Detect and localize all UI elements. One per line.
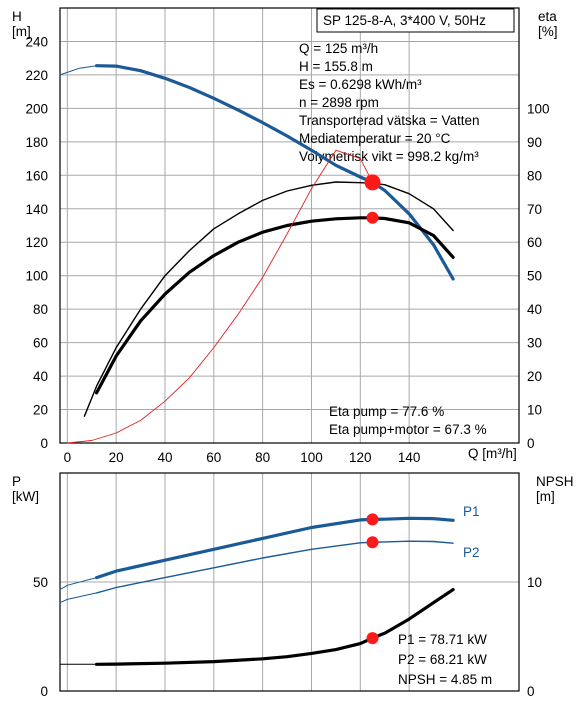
top-system-curve [66, 149, 373, 444]
bottom-duty-point-marker-0 [366, 513, 379, 526]
top-x-tick-label: 40 [157, 450, 172, 465]
bottom-right-axis-label-symbol: NPSH [m] [536, 474, 574, 504]
top-duty-point-marker-0 [364, 174, 381, 191]
top-right-tick-label: 40 [527, 302, 542, 317]
info-line-liquid: Transporterad vätska = Vatten [299, 113, 479, 128]
top-left-tick-label: 240 [25, 34, 48, 49]
top-left-axis-label-symbol: H [m] [12, 9, 31, 39]
top-left-tick-label: 20 [33, 403, 48, 418]
p1-series-label: P1 [463, 504, 480, 519]
top-eta_pump-curve [83, 181, 454, 417]
info-line-speed: n = 2898 rpm [299, 95, 379, 110]
bottom-grid [60, 473, 519, 691]
top-head-thin-extension [59, 65, 98, 76]
top-duty-point-marker-1 [366, 211, 379, 224]
p1-value-label: P1 = 78.71 kW [398, 632, 487, 647]
top-right-tick-label: 30 [527, 336, 542, 351]
eta-pump-label: Eta pump = 77.6 % [329, 404, 444, 419]
top-eta_pump_motor-curve [95, 216, 455, 395]
top-x-tick-label: 140 [398, 450, 421, 465]
top-right-tick-label: 80 [527, 168, 542, 183]
info-line-density: Volymetrisk vikt = 998.2 kg/m³ [299, 149, 479, 164]
chart-title: SP 125-8-A, 3*400 V, 50Hz [323, 13, 486, 28]
top-plot-frame [59, 7, 520, 444]
top-right-tick-label: 10 [527, 403, 542, 418]
top-left-tick-label: 200 [25, 101, 48, 116]
top-curves [59, 64, 455, 444]
efficiency-info: Eta pump = 77.6 % Eta pump+motor = 67.3 … [329, 404, 487, 437]
bottom-right-tick-labels: 0 10 [527, 575, 542, 699]
info-line-head: H = 155.8 m [299, 59, 373, 74]
bottom-duty-point-marker-1 [366, 536, 379, 549]
top-x-tick-label: 100 [300, 450, 323, 465]
top-left-tick-label: 0 [40, 436, 48, 451]
top-left-tick-label: 100 [25, 269, 48, 284]
top-right-tick-label: 0 [527, 436, 535, 451]
bottom-left-tick-labels: 0 50 [33, 575, 48, 699]
top-x-tick-label: 60 [206, 450, 221, 465]
top-head-curve [95, 64, 455, 281]
top-left-tick-label: 40 [33, 369, 48, 384]
top-right-tick-label: 70 [527, 202, 542, 217]
bottom-duty-point-marker-2 [366, 632, 379, 645]
top-x-tick-label: 120 [349, 450, 372, 465]
bottom-NPSH-curve [95, 588, 455, 666]
duty-point-info: Q = 125 m³/h H = 155.8 m Es = 0.6298 kWh… [299, 41, 479, 164]
bottom-right-tick-label: 0 [527, 684, 535, 699]
top-right-tick-label: 90 [527, 135, 542, 150]
bottom-left-tick-label: 50 [33, 575, 48, 590]
info-line-flow: Q = 125 m³/h [299, 41, 378, 56]
head-efficiency-chart: H [m] eta [%] 0204060801001201401601802002… [12, 7, 558, 465]
top-left-tick-label: 120 [25, 235, 48, 250]
bottom-curves [59, 513, 455, 666]
bottom-right-tick-label: 10 [527, 575, 542, 590]
top-left-tick-label: 180 [25, 135, 48, 150]
info-line-energy: Es = 0.6298 kWh/m³ [299, 77, 422, 92]
chart-title-box [316, 8, 515, 33]
top-right-tick-label: 100 [527, 101, 550, 116]
bottom-left-axis-label-symbol: P [kW] [12, 474, 39, 504]
top-left-tick-label: 160 [25, 168, 48, 183]
operating-values: P1 = 78.71 kW P2 = 68.21 kW NPSH = 4.85 … [398, 632, 492, 687]
bottom-P2-thin-extension [59, 592, 98, 604]
bottom-P1-thin-extension [59, 577, 98, 591]
top-right-tick-label: 20 [527, 369, 542, 384]
bottom-P2-curve [95, 540, 454, 594]
top-left-tick-label: 140 [25, 202, 48, 217]
bottom-left-tick-label: 0 [40, 684, 48, 699]
p2-value-label: P2 = 68.21 kW [398, 652, 487, 667]
top-left-tick-labels: 0 20 40 60 80 100 120 140 160 180 200 220 240 [25, 34, 48, 451]
top-right-tick-label: 60 [527, 235, 542, 250]
top-x-tick-labels: 0 20 40 60 80 100 120 140 [64, 450, 421, 465]
top-left-tick-label: 80 [33, 302, 48, 317]
bottom-plot-frame [59, 472, 520, 692]
bottom-P1-curve [95, 516, 455, 580]
top-x-tick-label: 0 [64, 450, 72, 465]
top-x-tick-label: 80 [255, 450, 270, 465]
npsh-value-label: NPSH = 4.85 m [398, 672, 492, 687]
top-right-tick-label: 50 [527, 269, 542, 284]
top-x-axis-label: Q [m³/h] [468, 446, 517, 461]
info-line-temperature: Mediatemperatur = 20 °C [299, 131, 451, 146]
p2-series-label: P2 [463, 545, 480, 560]
top-right-axis-label-symbol: eta [%] [538, 9, 558, 39]
power-npsh-chart: P [kW] NPSH [m] 0 50 0 10 P1 P2 P1 = 78.71 k… [12, 472, 574, 699]
top-x-tick-label: 20 [109, 450, 124, 465]
top-left-tick-label: 60 [33, 336, 48, 351]
eta-pump-motor-label: Eta pump+motor = 67.3 % [329, 422, 487, 437]
top-grid [60, 8, 519, 444]
top-right-tick-labels: 0 10 20 30 40 50 60 70 80 90 100 [527, 101, 550, 451]
top-left-tick-label: 220 [25, 68, 48, 83]
